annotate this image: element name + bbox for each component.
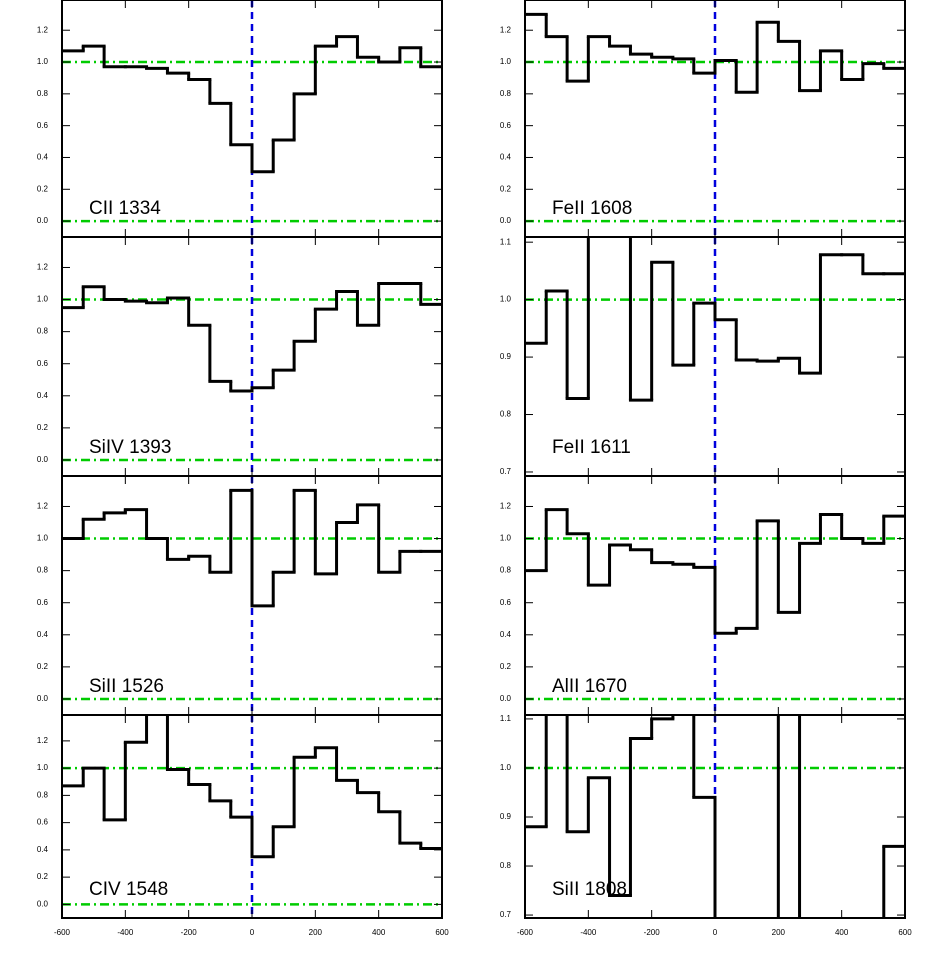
panel: 0.0 0.2 0.4 0.6 0.8 1.0 1.2 FeII 1608 (500, 0, 906, 238)
y-tick-label: 1.2 (37, 263, 49, 272)
y-tick-label: 1.0 (500, 295, 512, 304)
plot-area (62, 237, 442, 476)
panel: 0.0 0.2 0.4 0.6 0.8 1.0 1.2 SiIV 1393 (37, 236, 443, 477)
x-tick-label: 400 (372, 928, 386, 937)
x-tick-label: -400 (580, 928, 597, 937)
x-tick-label: 0 (250, 928, 255, 937)
y-tick-label: 0.8 (500, 410, 512, 419)
y-tick-label: 0.7 (500, 467, 512, 476)
x-tick-label: -600 (517, 928, 534, 937)
panel-label: CII 1334 (89, 198, 161, 219)
x-tick-label: 600 (898, 928, 912, 937)
plot-area (525, 715, 905, 918)
y-tick-label: 1.2 (37, 502, 49, 511)
y-tick-label: 1.0 (500, 534, 512, 543)
y-tick-label: 0.2 (500, 662, 512, 671)
plot-area (62, 476, 442, 715)
panel: 0.7 0.8 0.9 1.0 1.1 FeII 1611 (500, 236, 906, 477)
y-tick-label: 1.0 (37, 534, 49, 543)
plot-area (525, 0, 905, 237)
y-tick-label: 0.9 (500, 812, 512, 821)
y-tick-label: 0.4 (500, 630, 512, 639)
y-tick-label: 0.0 (500, 216, 512, 225)
panel-label: FeII 1611 (552, 437, 631, 458)
x-tick-label: 200 (309, 928, 323, 937)
y-tick-label: 0.8 (37, 566, 49, 575)
x-tick-label: -200 (181, 928, 198, 937)
panel-label: CIV 1548 (89, 879, 168, 900)
panel: 0.7 0.8 0.9 1.0 1.1 -600 -400 -200 0 200 400 600 SiI… (500, 714, 912, 937)
y-tick-label: 0.8 (37, 790, 49, 799)
y-tick-label: 1.0 (500, 763, 512, 772)
y-tick-label: 1.2 (500, 25, 512, 34)
y-tick-label: 0.9 (500, 352, 512, 361)
y-tick-label: 0.0 (500, 694, 512, 703)
y-tick-label: 0.2 (500, 184, 512, 193)
y-tick-label: 1.1 (500, 714, 512, 723)
y-tick-label: 1.2 (37, 736, 49, 745)
plot-area (62, 0, 442, 237)
x-tick-label: 600 (435, 928, 449, 937)
panel-label: SiII 1808 (552, 879, 627, 900)
panel: 0.0 0.2 0.4 0.6 0.8 1.0 1.2 -600 -400 -200 0 200 400… (37, 714, 449, 937)
y-tick-label: 0.0 (37, 455, 49, 464)
y-tick-label: 1.0 (500, 57, 512, 66)
x-tick-label: -400 (117, 928, 134, 937)
panel-label: AlII 1670 (552, 676, 627, 697)
y-tick-label: 0.8 (500, 566, 512, 575)
y-tick-label: 0.0 (37, 694, 49, 703)
y-tick-label: 0.4 (37, 845, 49, 854)
y-tick-label: 0.6 (37, 818, 49, 827)
plot-area (525, 237, 905, 476)
y-tick-label: 1.0 (37, 57, 49, 66)
y-tick-label: 0.6 (37, 359, 49, 368)
y-tick-label: 0.6 (37, 598, 49, 607)
y-tick-label: 0.2 (37, 872, 49, 881)
plot-area (525, 476, 905, 715)
y-tick-label: 0.2 (37, 184, 49, 193)
y-tick-label: 0.6 (500, 598, 512, 607)
y-tick-label: 0.8 (37, 327, 49, 336)
y-tick-label: 0.2 (37, 662, 49, 671)
y-tick-label: 0.4 (37, 391, 49, 400)
plot-area (62, 715, 442, 918)
y-tick-label: 0.2 (37, 423, 49, 432)
y-tick-label: 1.0 (37, 295, 49, 304)
x-tick-label: 400 (835, 928, 849, 937)
y-tick-label: 0.4 (37, 630, 49, 639)
y-tick-label: 0.4 (500, 153, 512, 162)
y-tick-label: 0.7 (500, 910, 512, 919)
panel-label: SiII 1526 (89, 676, 164, 697)
panel: 0.0 0.2 0.4 0.6 0.8 1.0 1.2 AlII 1670 (500, 475, 906, 716)
x-tick-label: 200 (772, 928, 786, 937)
y-tick-label: 0.6 (37, 121, 49, 130)
y-tick-label: 0.0 (37, 216, 49, 225)
panel-label: FeII 1608 (552, 198, 632, 219)
y-tick-label: 1.0 (37, 763, 49, 772)
y-tick-label: 1.2 (37, 25, 49, 34)
y-tick-label: 0.0 (37, 899, 49, 908)
x-tick-label: -200 (644, 928, 661, 937)
y-tick-label: 0.4 (37, 153, 49, 162)
y-tick-label: 1.1 (500, 237, 512, 246)
panel: 0.0 0.2 0.4 0.6 0.8 1.0 1.2 SiII 1526 (37, 475, 443, 716)
y-tick-label: 0.8 (500, 861, 512, 870)
y-tick-label: 0.8 (37, 89, 49, 98)
panel-label: SiIV 1393 (89, 437, 171, 458)
y-tick-label: 0.8 (500, 89, 512, 98)
panel: 0.0 0.2 0.4 0.6 0.8 1.0 1.2 CII 1334 (37, 0, 443, 238)
x-tick-label: 0 (713, 928, 718, 937)
x-tick-label: -600 (54, 928, 71, 937)
y-tick-label: 0.6 (500, 121, 512, 130)
y-tick-label: 1.2 (500, 502, 512, 511)
